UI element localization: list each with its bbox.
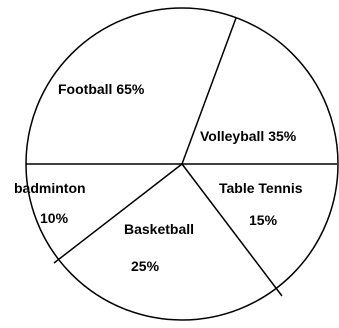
slice-value-table-tennis: 15% — [249, 212, 278, 228]
divider-table-tennis-basketball — [181, 163, 283, 297]
divider-football-volleyball — [181, 17, 237, 165]
slice-label-volleyball: Volleyball 35% — [200, 128, 297, 144]
slice-label-table-tennis: Table Tennis — [219, 180, 303, 196]
slice-label-basketball: Basketball — [124, 221, 194, 237]
slice-value-basketball: 25% — [131, 258, 160, 274]
slice-value-badminton: 10% — [40, 210, 69, 226]
slice-label-badminton: badminton — [14, 180, 86, 196]
divider-basketball-badminton — [53, 163, 183, 264]
slice-label-football: Football 65% — [58, 81, 145, 97]
